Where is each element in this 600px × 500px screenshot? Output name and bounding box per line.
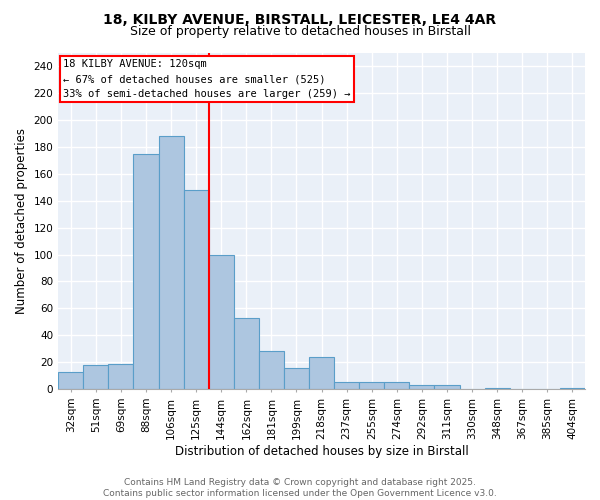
Bar — [284, 368, 309, 389]
Bar — [359, 382, 385, 389]
Bar — [334, 382, 359, 389]
Bar — [58, 372, 83, 389]
Text: 18, KILBY AVENUE, BIRSTALL, LEICESTER, LE4 4AR: 18, KILBY AVENUE, BIRSTALL, LEICESTER, L… — [103, 12, 497, 26]
Bar — [309, 357, 334, 389]
Bar — [485, 388, 510, 389]
Text: 18 KILBY AVENUE: 120sqm
← 67% of detached houses are smaller (525)
33% of semi-d: 18 KILBY AVENUE: 120sqm ← 67% of detache… — [64, 59, 351, 99]
Bar — [158, 136, 184, 389]
Bar — [133, 154, 158, 389]
Bar — [109, 364, 133, 389]
Bar — [259, 352, 284, 389]
Text: Size of property relative to detached houses in Birstall: Size of property relative to detached ho… — [130, 25, 470, 38]
X-axis label: Distribution of detached houses by size in Birstall: Distribution of detached houses by size … — [175, 444, 469, 458]
Y-axis label: Number of detached properties: Number of detached properties — [15, 128, 28, 314]
Text: Contains HM Land Registry data © Crown copyright and database right 2025.
Contai: Contains HM Land Registry data © Crown c… — [103, 478, 497, 498]
Bar — [209, 254, 234, 389]
Bar — [83, 365, 109, 389]
Bar — [409, 385, 434, 389]
Bar — [434, 385, 460, 389]
Bar — [234, 318, 259, 389]
Bar — [385, 382, 409, 389]
Bar — [560, 388, 585, 389]
Bar — [184, 190, 209, 389]
